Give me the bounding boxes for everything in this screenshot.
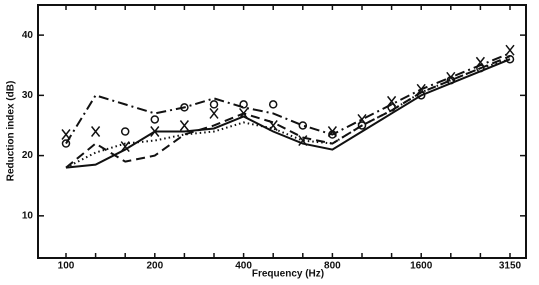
series-line xyxy=(65,55,511,169)
marker-circle xyxy=(505,54,515,64)
y-tick-label: 20 xyxy=(22,150,34,161)
marker-x xyxy=(327,126,337,137)
y-axis-label: Reduction index (dB) xyxy=(6,81,17,182)
marker-x xyxy=(475,56,485,68)
marker-circle xyxy=(357,121,367,130)
marker-x xyxy=(298,135,308,147)
marker-circle xyxy=(180,103,189,112)
marker-circle xyxy=(268,100,278,109)
plot-frame xyxy=(37,4,527,259)
x-tick-label: 3150 xyxy=(499,261,522,272)
marker-x xyxy=(239,107,249,119)
marker-x xyxy=(505,44,515,56)
marker-x xyxy=(357,113,367,125)
series-line xyxy=(65,52,511,145)
series-line xyxy=(65,58,511,169)
x-tick-label: 100 xyxy=(58,261,75,272)
x-tick-label: 400 xyxy=(235,261,252,272)
marker-x xyxy=(268,120,278,131)
marker-circle xyxy=(61,139,71,148)
y-tick-label: 30 xyxy=(22,90,34,101)
marker-circle xyxy=(298,121,308,130)
x-tick-label: 200 xyxy=(146,261,163,272)
marker-circle xyxy=(150,115,160,124)
marker-x xyxy=(150,126,160,137)
marker-circle xyxy=(120,127,130,136)
y-tick-label: 40 xyxy=(22,30,34,41)
marker-x xyxy=(446,71,456,83)
marker-x xyxy=(209,107,219,119)
marker-circle xyxy=(476,64,485,73)
y-tick-label: 10 xyxy=(22,210,34,221)
marker-x xyxy=(91,126,101,137)
marker-circle xyxy=(209,100,219,109)
x-axis-label: Frequency (Hz) xyxy=(252,269,324,280)
marker-circle xyxy=(416,91,426,100)
marker-x xyxy=(179,120,189,131)
x-tick-label: 800 xyxy=(324,261,341,272)
marker-circle xyxy=(387,103,396,112)
marker-x xyxy=(120,141,130,153)
series-line xyxy=(65,58,511,169)
marker-x xyxy=(416,83,426,95)
x-tick-label: 1600 xyxy=(410,261,433,272)
marker-x xyxy=(387,95,397,107)
marker-x xyxy=(61,129,71,140)
marker-circle xyxy=(239,100,248,109)
